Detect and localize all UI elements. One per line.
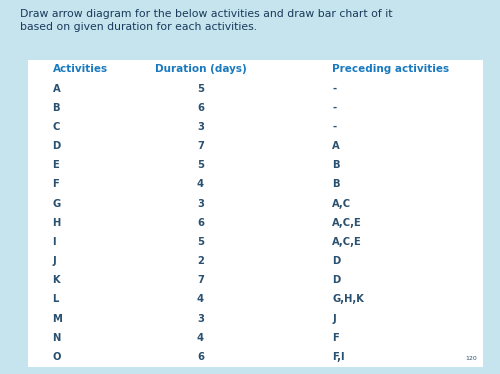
Text: N: N <box>52 333 61 343</box>
Text: Activities: Activities <box>52 64 108 74</box>
FancyBboxPatch shape <box>28 60 482 367</box>
Text: Draw arrow diagram for the below activities and draw bar chart of it: Draw arrow diagram for the below activit… <box>20 9 392 19</box>
Text: 5: 5 <box>197 237 204 247</box>
Text: A,C,E: A,C,E <box>332 218 362 228</box>
Text: K: K <box>52 275 60 285</box>
Text: 3: 3 <box>197 122 204 132</box>
Text: A: A <box>52 84 60 94</box>
Text: J: J <box>52 256 56 266</box>
Text: A: A <box>332 141 340 151</box>
Text: F,I: F,I <box>332 352 345 362</box>
Text: F: F <box>52 180 60 189</box>
Text: L: L <box>52 294 59 304</box>
Text: 6: 6 <box>197 352 204 362</box>
Text: Duration (days): Duration (days) <box>154 64 246 74</box>
Text: based on given duration for each activities.: based on given duration for each activit… <box>20 22 257 33</box>
Text: E: E <box>52 160 60 170</box>
Text: 3: 3 <box>197 199 204 209</box>
Text: 4: 4 <box>197 180 204 189</box>
Text: D: D <box>332 275 340 285</box>
Text: M: M <box>52 314 62 324</box>
Text: 5: 5 <box>197 84 204 94</box>
Text: C: C <box>52 122 60 132</box>
Text: -: - <box>332 103 336 113</box>
Text: 7: 7 <box>197 275 204 285</box>
Text: D: D <box>52 141 61 151</box>
Text: A,C,E: A,C,E <box>332 237 362 247</box>
Text: 6: 6 <box>197 218 204 228</box>
Text: 120: 120 <box>466 356 477 361</box>
Text: G: G <box>52 199 61 209</box>
Text: B: B <box>52 103 60 113</box>
Text: G,H,K: G,H,K <box>332 294 364 304</box>
Text: 5: 5 <box>197 160 204 170</box>
Text: D: D <box>332 256 340 266</box>
Text: B: B <box>332 160 340 170</box>
Text: J: J <box>332 314 336 324</box>
Text: H: H <box>52 218 61 228</box>
Text: F: F <box>332 333 339 343</box>
Text: -: - <box>332 122 336 132</box>
Text: 4: 4 <box>197 333 204 343</box>
Text: 2: 2 <box>197 256 204 266</box>
Text: A,C: A,C <box>332 199 351 209</box>
Text: B: B <box>332 180 340 189</box>
Text: 6: 6 <box>197 103 204 113</box>
Text: 4: 4 <box>197 294 204 304</box>
Text: 3: 3 <box>197 314 204 324</box>
Text: 7: 7 <box>197 141 204 151</box>
Text: Preceding activities: Preceding activities <box>332 64 450 74</box>
Text: I: I <box>52 237 56 247</box>
Text: O: O <box>52 352 61 362</box>
Text: -: - <box>332 84 336 94</box>
